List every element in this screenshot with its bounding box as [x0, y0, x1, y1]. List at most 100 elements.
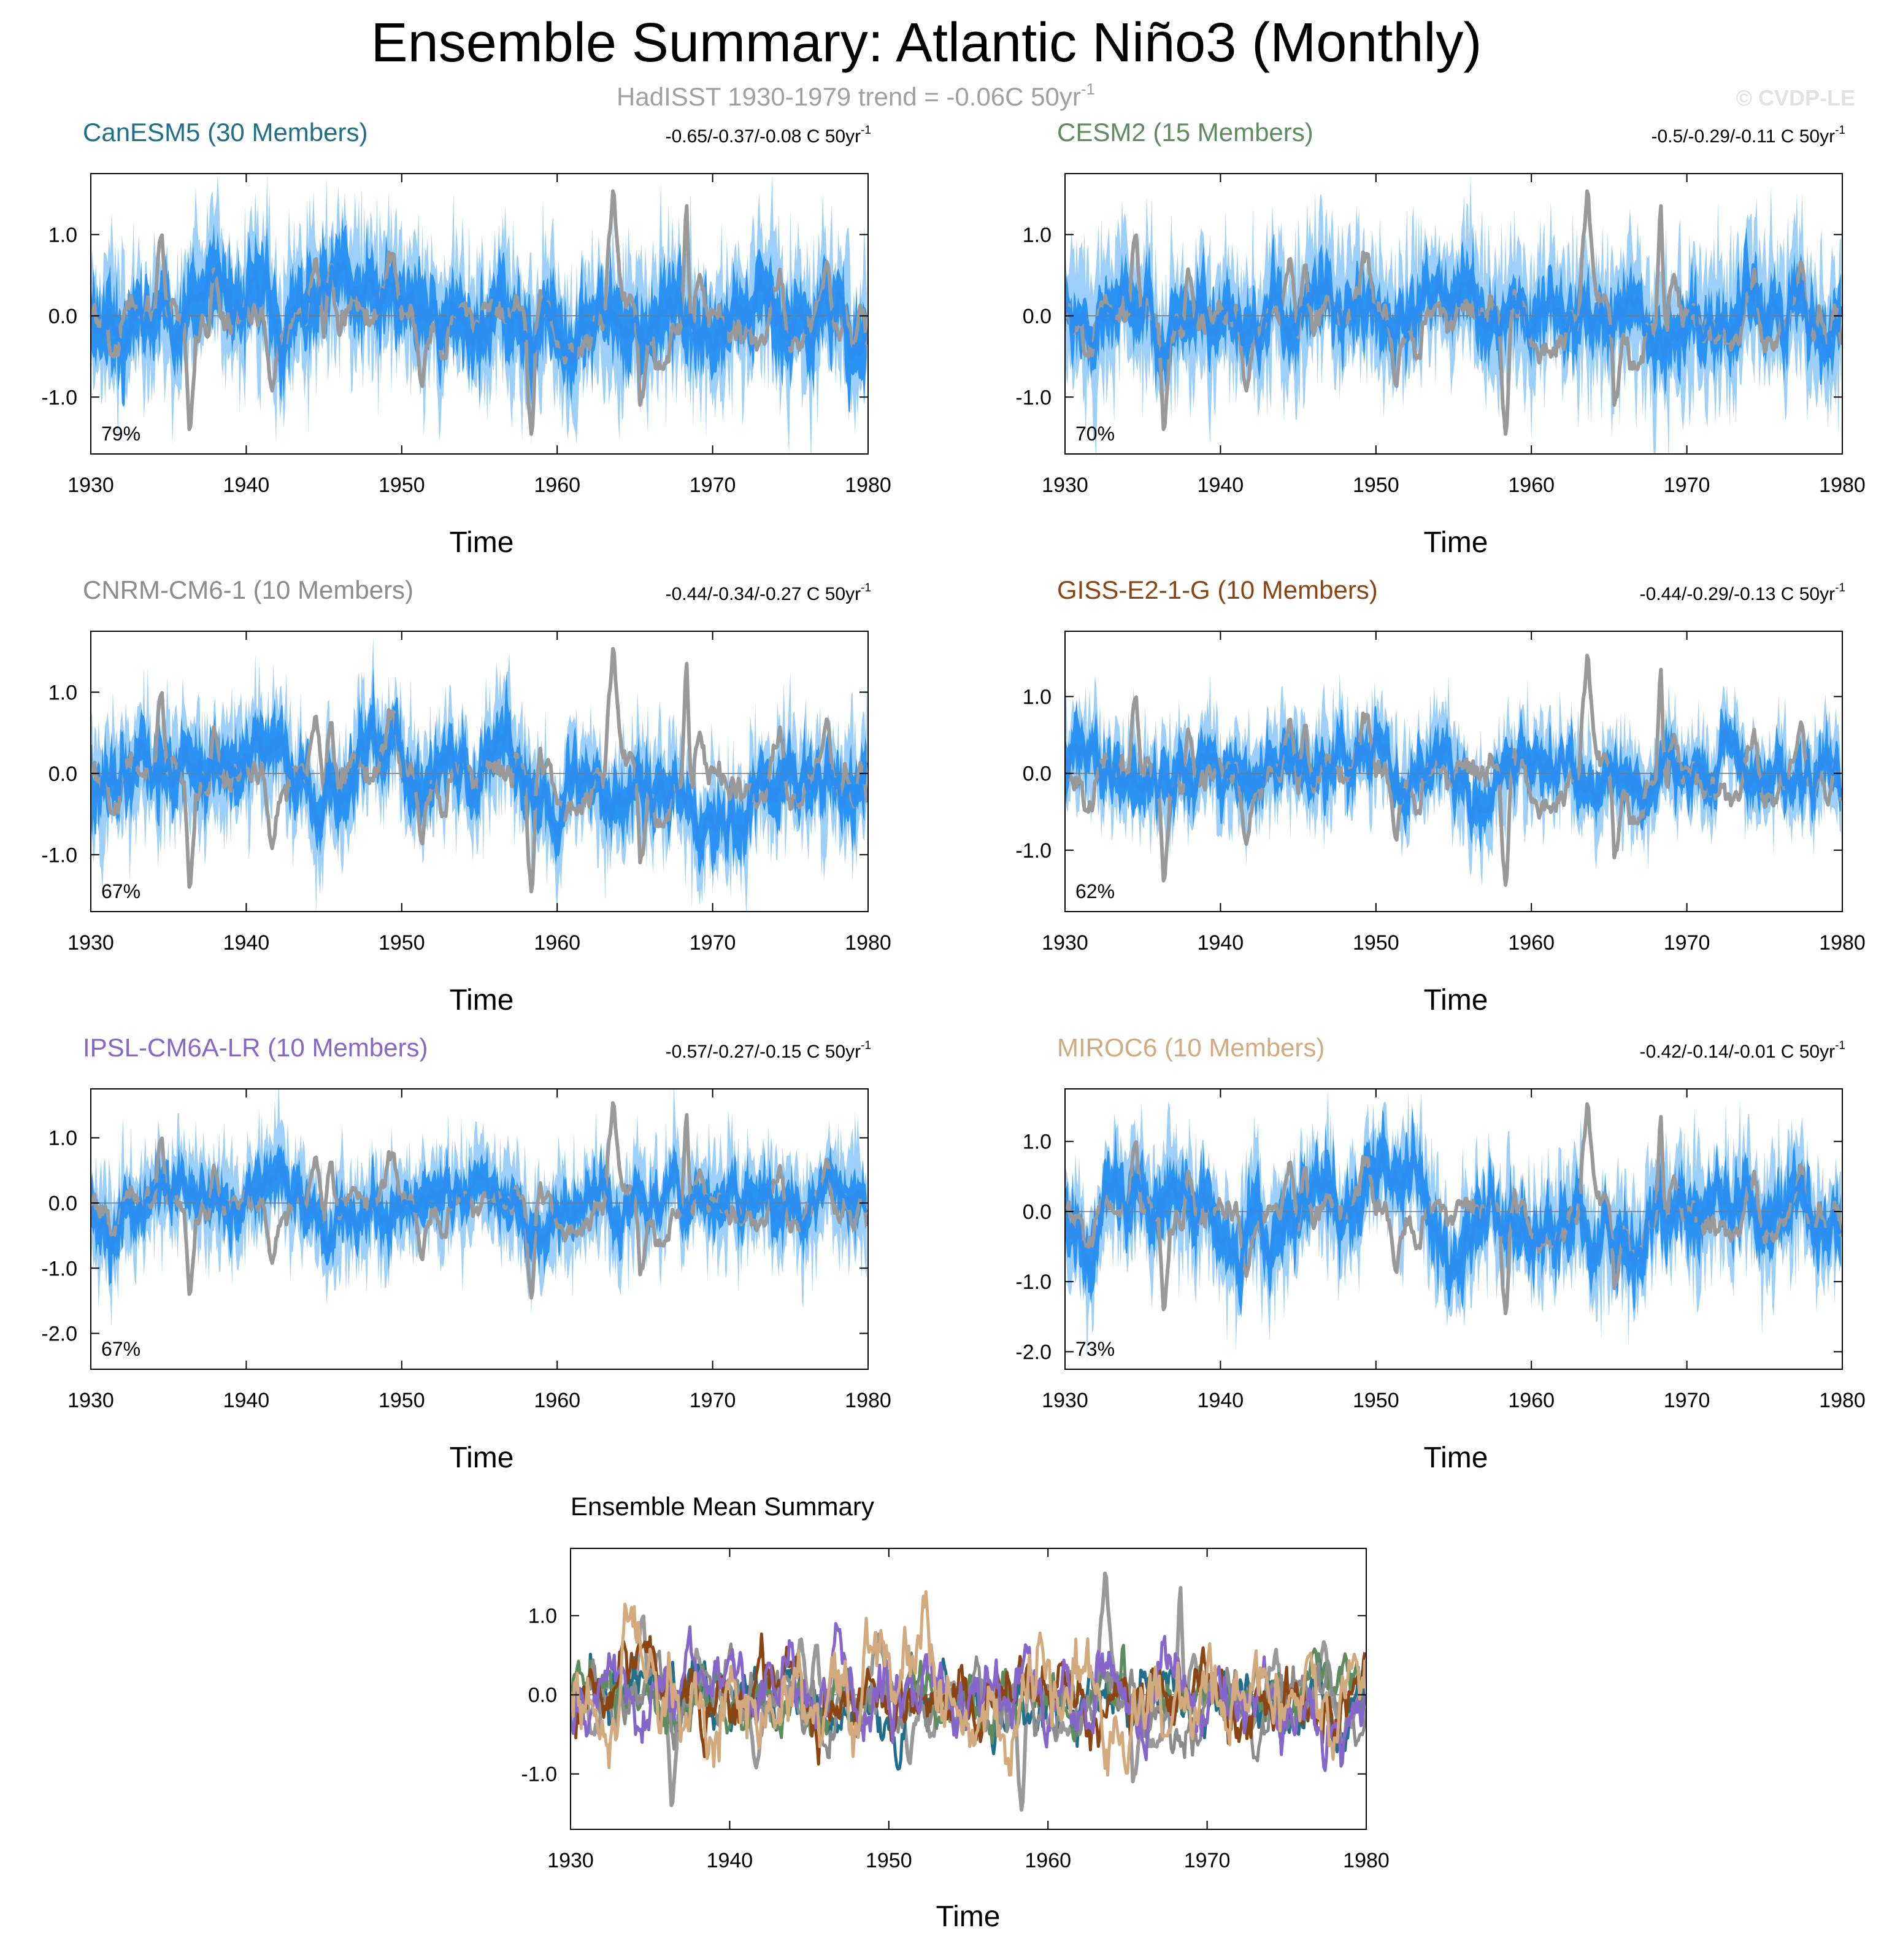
ensemble-mean-line — [1065, 272, 1842, 363]
trend-label-text: -0.42/-0.14/-0.01 C 50yr — [1640, 1042, 1836, 1062]
ensemble-mean-series-line — [571, 1590, 1366, 1777]
y-tick-label: -1.0 — [1015, 386, 1052, 409]
y-tick-label: -2.0 — [41, 1323, 77, 1346]
percent-label: 67% — [101, 1338, 140, 1360]
panel-title: Ensemble Mean Summary — [571, 1492, 874, 1521]
trend-label-sup: -1 — [861, 124, 871, 137]
x-tick-label: 1940 — [223, 1389, 270, 1412]
y-tick-label: 1.0 — [1023, 223, 1052, 247]
trend-label: -0.57/-0.27/-0.15 C 50yr-1 — [666, 1039, 871, 1062]
x-tick-label: 1980 — [845, 1389, 891, 1412]
x-tick-label: 1940 — [223, 931, 270, 955]
ensemble-range-outer — [1065, 1090, 1841, 1363]
x-tick-label: 1930 — [67, 1389, 114, 1412]
x-tick-label: 1940 — [707, 1849, 753, 1872]
x-tick-label: 1930 — [67, 474, 114, 497]
panel-title: CNRM-CM6-1 (10 Members) — [83, 575, 413, 604]
percent-label: 79% — [101, 423, 140, 445]
ensemble-mean-line — [91, 260, 867, 365]
trend-label-text: -0.65/-0.37/-0.08 C 50yr — [666, 126, 861, 147]
plot-area — [91, 637, 868, 912]
x-tick-label: 1970 — [1664, 1389, 1710, 1412]
panel-giss-e2-1-g: 1930 1940 1950 1960 1970 1980 -1.0 0.0 1.0 GISS-E… — [1015, 575, 1865, 1017]
panel-title: GISS-E2-1-G (10 Members) — [1057, 575, 1378, 604]
x-tick-label: 1970 — [690, 1389, 736, 1412]
percent-label: 67% — [101, 880, 140, 902]
panel-cesm2: 1930 1940 1950 1960 1970 1980 -1.0 0.0 1.0 CESM2 … — [1015, 118, 1865, 559]
plot-area — [91, 174, 868, 454]
panel-title: MIROC6 (10 Members) — [1057, 1033, 1325, 1062]
x-tick-label: 1960 — [1508, 1389, 1555, 1412]
y-tick-label: -2.0 — [1015, 1340, 1052, 1364]
x-tick-label: 1950 — [379, 1389, 425, 1412]
figure-subtitle: HadISST 1930-1979 trend = -0.06C 50yr-1 — [617, 80, 1095, 111]
y-tick-label: 0.0 — [1023, 305, 1052, 328]
y-tick-label: 0.0 — [1023, 763, 1052, 786]
x-axis-label: Time — [936, 1900, 1001, 1933]
x-tick-label: 1930 — [67, 931, 114, 955]
x-tick-label: 1980 — [1819, 931, 1866, 955]
x-axis-label: Time — [450, 526, 514, 559]
y-tick-label: 1.0 — [1023, 1131, 1052, 1154]
figure-subtitle-text: HadISST 1930-1979 trend = -0.06C 50yr — [617, 82, 1081, 111]
x-tick-label: 1940 — [1198, 474, 1244, 497]
x-axis-label: Time — [1424, 984, 1488, 1017]
trend-label-text: -0.5/-0.29/-0.11 C 50yr — [1652, 126, 1836, 147]
x-tick-label: 1930 — [1042, 931, 1088, 955]
y-tick-label: -1.0 — [41, 1257, 77, 1280]
x-tick-label: 1940 — [1198, 1389, 1244, 1412]
x-tick-label: 1960 — [534, 474, 580, 497]
x-axis-label: Time — [1424, 526, 1488, 559]
x-tick-label: 1950 — [379, 474, 425, 497]
x-tick-label: 1930 — [547, 1849, 594, 1872]
plot-frame — [90, 1088, 869, 1370]
x-tick-label: 1960 — [534, 931, 580, 955]
y-tick-label: 1.0 — [1023, 685, 1052, 709]
x-tick-label: 1950 — [1353, 1389, 1399, 1412]
x-tick-label: 1980 — [1819, 1389, 1866, 1412]
y-tick-label: 1.0 — [528, 1605, 557, 1628]
y-tick-label: 0.0 — [528, 1684, 557, 1707]
x-tick-label: 1950 — [866, 1849, 912, 1872]
x-tick-label: 1970 — [690, 931, 736, 955]
y-tick-label: -1.0 — [1015, 839, 1052, 863]
panel-title: CanESM5 (30 Members) — [83, 118, 367, 147]
ensemble-mean-line — [91, 1158, 868, 1255]
plot-frame — [90, 173, 869, 455]
ensemble-mean-line — [1065, 1148, 1842, 1285]
y-tick-label: 0.0 — [48, 305, 77, 328]
panel-title: CESM2 (15 Members) — [1057, 118, 1313, 147]
plot-frame — [570, 1548, 1367, 1830]
trend-label: -0.42/-0.14/-0.01 C 50yr-1 — [1640, 1039, 1845, 1062]
x-tick-label: 1970 — [1184, 1849, 1231, 1872]
y-tick-label: 1.0 — [48, 223, 77, 247]
trend-label: -0.5/-0.29/-0.11 C 50yr-1 — [1652, 124, 1846, 147]
plot-frame — [1064, 631, 1843, 912]
trend-label-sup: -1 — [1835, 1039, 1845, 1052]
y-tick-label: 0.0 — [48, 1192, 77, 1215]
trend-label: -0.65/-0.37/-0.08 C 50yr-1 — [666, 124, 871, 147]
percent-label: 70% — [1075, 423, 1115, 445]
x-tick-label: 1970 — [1664, 931, 1710, 955]
x-tick-label: 1950 — [1353, 931, 1399, 955]
y-tick-label: -1.0 — [41, 386, 77, 409]
panels: 1930 1940 1950 1960 1970 1980 -1.0 0.0 1.0 CanESM… — [41, 118, 1865, 1933]
ensemble-range-outer — [91, 174, 867, 454]
y-tick-label: 0.0 — [1023, 1201, 1052, 1224]
x-axis-label: Time — [450, 984, 514, 1017]
x-tick-label: 1970 — [1664, 474, 1710, 497]
x-tick-label: 1950 — [379, 931, 425, 955]
observations-line — [1065, 1102, 1842, 1315]
trend-label-sup: -1 — [1835, 124, 1845, 137]
panel-ipsl-cm6a-lr: 1930 1940 1950 1960 1970 1980 -2.0 -1.0 0.0 1.0 IP… — [41, 1033, 891, 1474]
x-tick-label: 1930 — [1042, 474, 1088, 497]
credit-label: © CVDP-LE — [1736, 85, 1855, 110]
ensemble-range-inner — [91, 215, 867, 413]
y-tick-label: -1.0 — [41, 844, 77, 867]
y-tick-label: 1.0 — [48, 1127, 77, 1150]
panel-ensemble-mean-summary: 1930 1940 1950 1960 1970 1980 -1.0 0.0 1.0 Ensemb… — [521, 1492, 1389, 1933]
plot-frame — [1064, 173, 1843, 455]
panel-canesm5: 1930 1940 1950 1960 1970 1980 -1.0 0.0 1.0 CanESM… — [41, 118, 891, 559]
